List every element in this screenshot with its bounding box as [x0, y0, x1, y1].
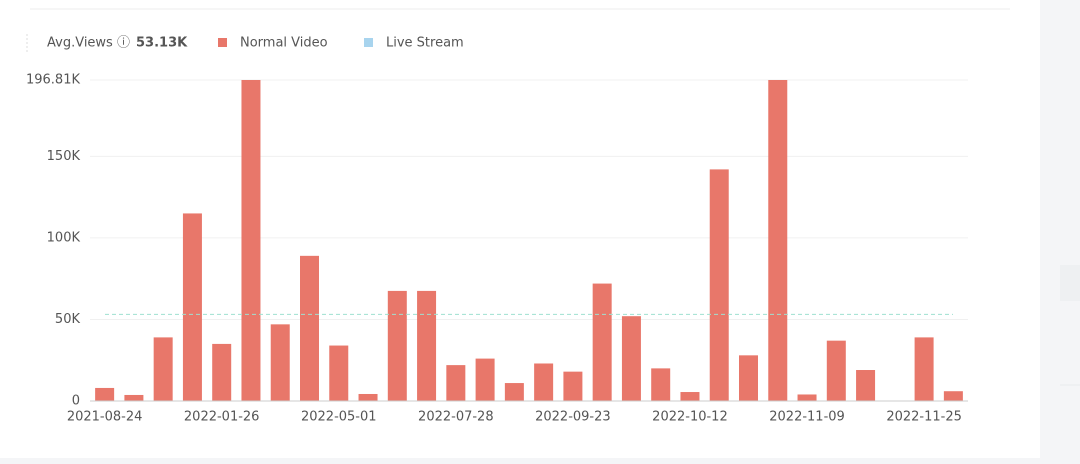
legend-label: Normal Video [240, 36, 328, 51]
bar [504, 383, 524, 401]
bar [270, 324, 290, 401]
x-tick-label: 2022-07-28 [418, 410, 494, 425]
bar [417, 290, 437, 401]
bar [826, 340, 846, 401]
x-tick-label: 2022-10-12 [652, 410, 728, 425]
bar [446, 365, 466, 401]
side-band [1060, 384, 1080, 386]
x-tick-label: 2022-05-01 [301, 410, 377, 425]
bar [739, 355, 758, 401]
bar [680, 392, 700, 401]
bar [709, 169, 729, 401]
x-tick-label: 2022-09-23 [535, 410, 611, 425]
legend-label: Live Stream [386, 36, 464, 51]
bar [563, 371, 583, 401]
bar [475, 358, 495, 401]
bar [797, 394, 817, 401]
bar [182, 213, 202, 401]
avg-help: ⓘ [117, 36, 130, 51]
x-tick-label: 2022-01-26 [184, 410, 260, 425]
x-tick-label: 2022-11-25 [886, 410, 962, 425]
bar [241, 80, 261, 401]
y-tick-label: 150K [47, 149, 81, 164]
bar [534, 363, 554, 401]
y-tick-label: 50K [55, 312, 81, 327]
bar [358, 393, 378, 401]
bar [95, 387, 115, 401]
legend-swatch [364, 38, 373, 47]
y-tick-label: 100K [47, 230, 81, 245]
bar [768, 80, 788, 401]
bar [943, 391, 963, 401]
bar [592, 283, 612, 401]
y-tick-label: 196.81K [26, 73, 80, 88]
bar [914, 337, 934, 401]
avg-value: 53.13K [136, 36, 188, 51]
bar [124, 394, 144, 401]
bar [300, 255, 319, 401]
side-band [1060, 265, 1080, 301]
y-tick-label: 0 [72, 394, 80, 409]
bar [651, 368, 671, 401]
bar [212, 343, 232, 401]
bar [153, 337, 173, 401]
bar [621, 316, 641, 401]
x-tick-label: 2022-11-09 [769, 410, 845, 425]
bar [856, 370, 876, 401]
x-tick-label: 2021-08-24 [67, 410, 143, 425]
bar [387, 290, 407, 401]
avg-label: Avg.Views [47, 36, 113, 51]
legend-swatch [218, 38, 227, 47]
bar [329, 345, 349, 401]
